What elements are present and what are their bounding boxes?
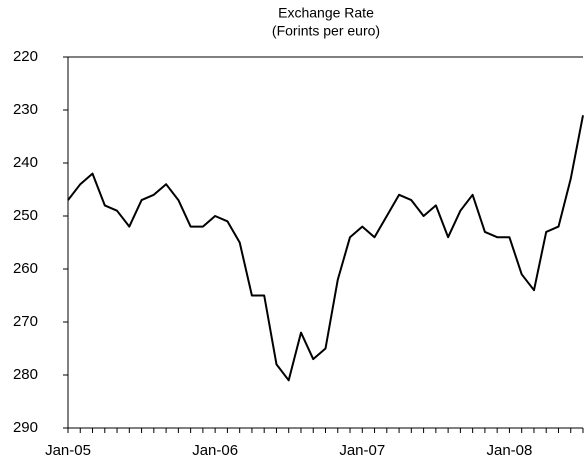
y-tick-label: 270 xyxy=(13,313,38,330)
y-tick-label: 230 xyxy=(13,101,38,118)
chart-title: Exchange Rate xyxy=(278,5,374,21)
y-tick-label: 290 xyxy=(13,419,38,436)
y-tick-label: 280 xyxy=(13,366,38,383)
y-tick-label: 220 xyxy=(13,48,38,65)
chart-subtitle: (Forints per euro) xyxy=(272,23,380,39)
y-tick-label: 250 xyxy=(13,207,38,224)
x-tick-label: Jan-05 xyxy=(45,442,91,459)
x-tick-label: Jan-06 xyxy=(192,442,238,459)
line-series xyxy=(67,115,584,382)
y-tick-label: 260 xyxy=(13,260,38,277)
x-tick-label: Jan-07 xyxy=(339,442,385,459)
y-tick-label: 240 xyxy=(13,154,38,171)
x-tick-label: Jan-08 xyxy=(486,442,532,459)
